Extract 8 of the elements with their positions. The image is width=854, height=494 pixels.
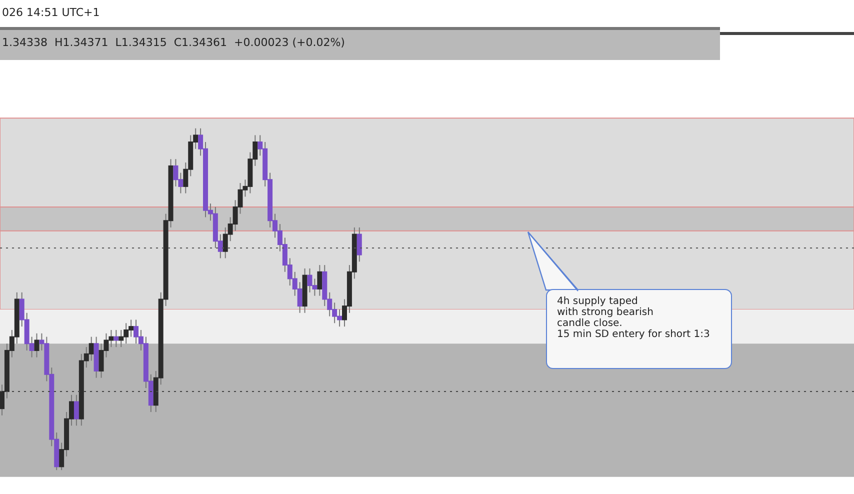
text: 1.34338 H1.34371 L1.34315 C1.34361 +0.00023 (+0.02%) (0, 27, 720, 60)
candlestick (74, 394, 79, 426)
candlestick (114, 329, 119, 348)
text: 026 14:51 UTC+1 (2, 6, 100, 19)
candlestick (356, 226, 362, 262)
candlestick (34, 332, 40, 358)
callout-box: 4h supply taped with strong bearish candle close. 15 min SD entery for short 1:3 (520, 230, 734, 370)
candlestick (317, 264, 322, 296)
